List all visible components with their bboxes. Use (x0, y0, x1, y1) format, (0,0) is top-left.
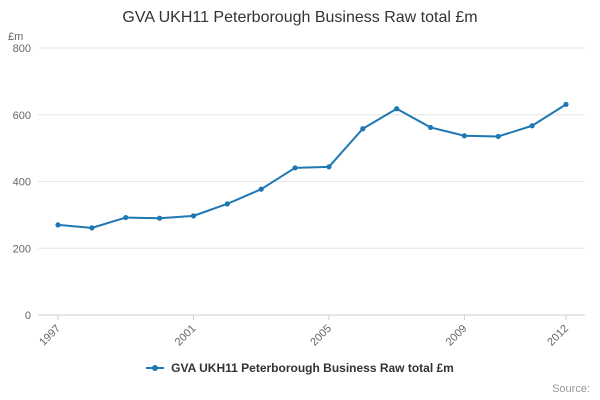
y-tick-label: 800 (13, 43, 31, 55)
y-axis-unit-label: £m (8, 31, 24, 43)
data-point[interactable] (123, 214, 129, 221)
data-point[interactable] (427, 124, 434, 131)
x-tick-label: 1997 (37, 323, 63, 348)
legend-label: GVA UKH11 Peterborough Business Raw tota… (171, 361, 454, 375)
data-point[interactable] (394, 106, 400, 112)
data-point[interactable] (360, 126, 366, 132)
line-chart-canvas: 0 200 400 600 800 1997 2001 2005 2009 2012 (13, 43, 585, 348)
data-point[interactable] (224, 201, 230, 207)
data-point[interactable] (529, 123, 535, 129)
legend-point-marker (152, 365, 159, 371)
x-tick-label: 2012 (545, 323, 571, 348)
y-tick-label: 600 (13, 110, 31, 122)
data-point[interactable] (461, 133, 467, 139)
y-tick-label: 0 (25, 310, 31, 322)
x-tick-label: 2009 (444, 323, 470, 348)
legend-line-marker (146, 365, 165, 371)
x-tick-label: 2001 (173, 323, 199, 348)
data-point[interactable] (563, 101, 569, 108)
chart-title: GVA UKH11 Peterborough Business Raw tota… (122, 9, 478, 26)
legend-item[interactable]: GVA UKH11 Peterborough Business Raw tota… (0, 361, 600, 375)
y-tick-label: 400 (13, 177, 31, 189)
x-tick-label: 2005 (308, 323, 334, 348)
data-point[interactable] (495, 133, 501, 140)
data-point[interactable] (292, 165, 298, 171)
series-line (57, 103, 567, 229)
source-label: Source: (552, 383, 590, 395)
data-point[interactable] (258, 186, 264, 192)
data-point[interactable] (55, 222, 61, 228)
data-point[interactable] (190, 213, 197, 219)
data-point[interactable] (89, 225, 95, 231)
data-point[interactable] (157, 215, 163, 221)
data-point[interactable] (326, 164, 332, 170)
y-tick-label: 200 (13, 243, 31, 255)
